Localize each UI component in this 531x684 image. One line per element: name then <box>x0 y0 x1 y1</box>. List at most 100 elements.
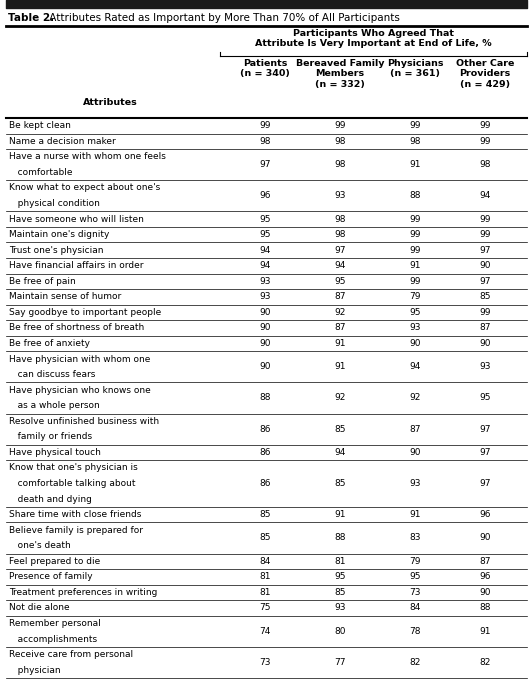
Text: 98: 98 <box>334 231 346 239</box>
Text: 99: 99 <box>259 121 271 130</box>
Text: 81: 81 <box>259 573 271 581</box>
Text: 88: 88 <box>259 393 271 402</box>
Text: 93: 93 <box>334 192 346 200</box>
Text: Receive care from personal: Receive care from personal <box>9 650 133 659</box>
Text: 93: 93 <box>409 324 421 332</box>
Text: 73: 73 <box>259 658 271 667</box>
Text: 87: 87 <box>479 557 491 566</box>
Text: 81: 81 <box>259 588 271 597</box>
Text: 94: 94 <box>479 192 491 200</box>
Text: 92: 92 <box>335 308 346 317</box>
Text: 86: 86 <box>259 425 271 434</box>
Text: Participants Who Agreed That
Attribute Is Very Important at End of Life, %: Participants Who Agreed That Attribute I… <box>255 29 492 49</box>
Text: 75: 75 <box>259 603 271 612</box>
Text: Attributes Rated as Important by More Than 70% of All Participants: Attributes Rated as Important by More Th… <box>46 13 400 23</box>
Text: 97: 97 <box>479 479 491 488</box>
Text: comfortable talking about: comfortable talking about <box>9 479 135 488</box>
Text: Patients
(n = 340): Patients (n = 340) <box>240 59 290 79</box>
Text: 96: 96 <box>479 510 491 519</box>
Text: family or friends: family or friends <box>9 432 92 441</box>
Text: 93: 93 <box>259 277 271 286</box>
Text: 79: 79 <box>409 292 421 302</box>
Text: Physicians
(n = 361): Physicians (n = 361) <box>387 59 443 79</box>
Text: 85: 85 <box>334 425 346 434</box>
Text: 95: 95 <box>409 573 421 581</box>
Text: 95: 95 <box>259 215 271 224</box>
Text: 98: 98 <box>409 137 421 146</box>
Text: 91: 91 <box>334 339 346 348</box>
Text: 92: 92 <box>409 393 421 402</box>
Text: 87: 87 <box>479 324 491 332</box>
Text: 99: 99 <box>479 121 491 130</box>
Text: 90: 90 <box>259 339 271 348</box>
Text: 77: 77 <box>334 658 346 667</box>
Text: 91: 91 <box>334 510 346 519</box>
Text: Be free of anxiety: Be free of anxiety <box>9 339 90 348</box>
Text: Maintain sense of humor: Maintain sense of humor <box>9 292 121 302</box>
Text: 93: 93 <box>334 603 346 612</box>
Text: Other Care
Providers
(n = 429): Other Care Providers (n = 429) <box>456 59 514 89</box>
Text: 94: 94 <box>259 246 271 254</box>
Text: 86: 86 <box>259 448 271 457</box>
Text: Share time with close friends: Share time with close friends <box>9 510 141 519</box>
Text: 99: 99 <box>409 231 421 239</box>
Text: Not die alone: Not die alone <box>9 603 70 612</box>
Text: Name a decision maker: Name a decision maker <box>9 137 116 146</box>
Text: 98: 98 <box>334 215 346 224</box>
Text: 90: 90 <box>479 339 491 348</box>
Text: 97: 97 <box>334 246 346 254</box>
Text: 85: 85 <box>334 479 346 488</box>
Text: 94: 94 <box>409 363 421 371</box>
Text: 90: 90 <box>479 261 491 270</box>
Text: 95: 95 <box>334 573 346 581</box>
Text: 98: 98 <box>334 137 346 146</box>
Text: one's death: one's death <box>9 541 71 550</box>
Text: 97: 97 <box>479 277 491 286</box>
Text: 74: 74 <box>259 627 271 636</box>
Text: 94: 94 <box>335 261 346 270</box>
Text: Presence of family: Presence of family <box>9 573 92 581</box>
Text: physician: physician <box>9 666 61 674</box>
Text: accomplishments: accomplishments <box>9 635 97 644</box>
Text: 90: 90 <box>409 339 421 348</box>
Text: 95: 95 <box>259 231 271 239</box>
Text: 99: 99 <box>479 215 491 224</box>
Text: 84: 84 <box>259 557 271 566</box>
Text: Have someone who will listen: Have someone who will listen <box>9 215 144 224</box>
Text: 95: 95 <box>409 308 421 317</box>
Text: as a whole person: as a whole person <box>9 402 100 410</box>
Text: 79: 79 <box>409 557 421 566</box>
Text: 88: 88 <box>479 603 491 612</box>
Text: can discuss fears: can discuss fears <box>9 370 96 379</box>
Text: Be free of shortness of breath: Be free of shortness of breath <box>9 324 144 332</box>
Text: 95: 95 <box>479 393 491 402</box>
Text: 85: 85 <box>334 588 346 597</box>
Text: 98: 98 <box>259 137 271 146</box>
Text: 99: 99 <box>409 246 421 254</box>
Text: 91: 91 <box>334 363 346 371</box>
Text: 94: 94 <box>259 261 271 270</box>
Text: 90: 90 <box>259 363 271 371</box>
Text: Feel prepared to die: Feel prepared to die <box>9 557 100 566</box>
Text: physical condition: physical condition <box>9 199 100 208</box>
Text: Maintain one's dignity: Maintain one's dignity <box>9 231 109 239</box>
Text: 91: 91 <box>409 261 421 270</box>
Text: 99: 99 <box>409 277 421 286</box>
Text: Be kept clean: Be kept clean <box>9 121 71 130</box>
Text: 98: 98 <box>479 160 491 169</box>
Text: 90: 90 <box>479 588 491 597</box>
Text: 99: 99 <box>479 137 491 146</box>
Text: 97: 97 <box>479 448 491 457</box>
Text: 88: 88 <box>409 192 421 200</box>
Text: 78: 78 <box>409 627 421 636</box>
Text: Have a nurse with whom one feels: Have a nurse with whom one feels <box>9 153 166 161</box>
Text: 90: 90 <box>479 534 491 542</box>
Text: Know that one's physician is: Know that one's physician is <box>9 464 138 473</box>
Text: Have physician who knows one: Have physician who knows one <box>9 386 151 395</box>
Text: 87: 87 <box>334 292 346 302</box>
Text: 91: 91 <box>479 627 491 636</box>
Text: 73: 73 <box>409 588 421 597</box>
Text: Say goodbye to important people: Say goodbye to important people <box>9 308 161 317</box>
Text: 97: 97 <box>479 425 491 434</box>
Text: 85: 85 <box>479 292 491 302</box>
